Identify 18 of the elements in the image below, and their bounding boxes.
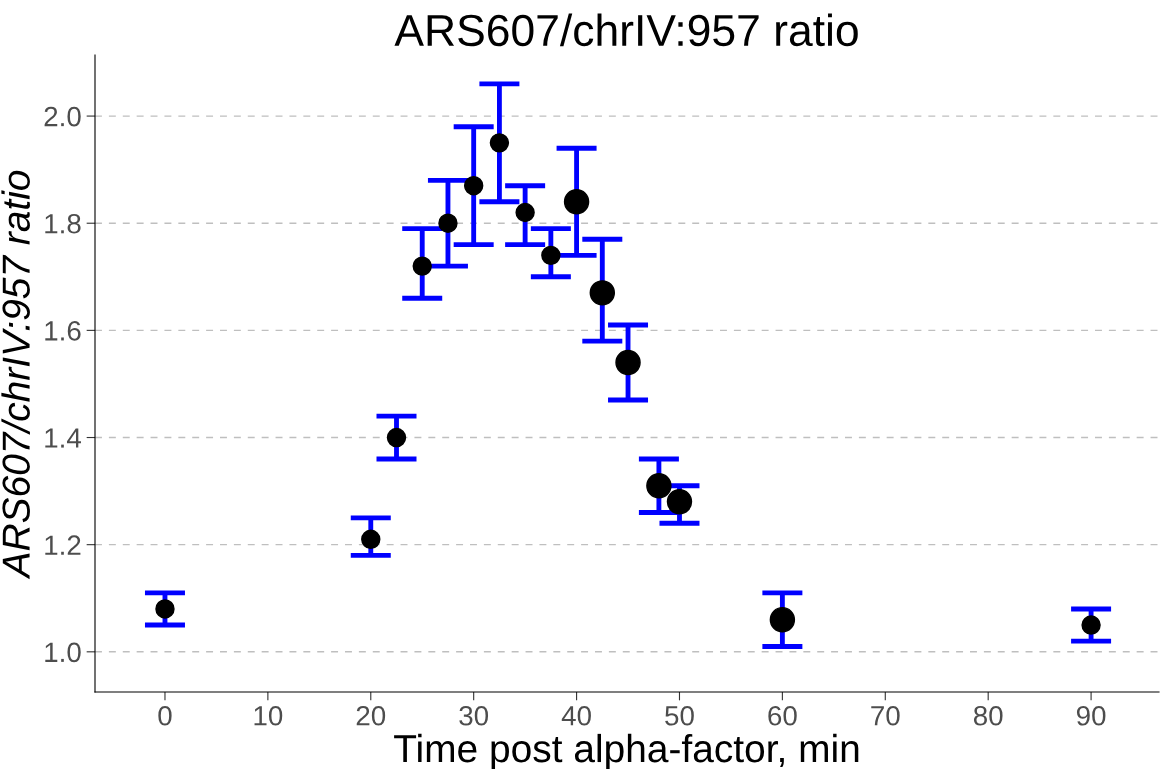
y-axis-title: ARS607/chrIV:957 ratio (1, 170, 30, 580)
y-tick-label: 1.0 (45, 642, 81, 663)
x-tick-label: 80 (973, 705, 1003, 726)
x-tick-label: 60 (768, 705, 797, 726)
y-tick-label: 1.8 (45, 213, 81, 234)
chart-title: ARS607/chrIV:957 ratio (394, 13, 858, 47)
x-tick-label: 30 (459, 705, 489, 726)
x-tick-label: 40 (561, 705, 591, 726)
y-tick-label: 2.0 (44, 106, 81, 127)
x-tick-label: 70 (871, 705, 900, 726)
x-tick-label: 20 (356, 705, 386, 726)
x-tick-label: 90 (1076, 705, 1106, 726)
x-tick-label: 0 (158, 705, 172, 726)
y-tick-label: 1.4 (45, 428, 81, 448)
y-tick-label: 1.2 (45, 535, 81, 555)
x-tick-label: 10 (254, 705, 283, 726)
x-tick-label: 50 (665, 705, 694, 726)
y-tick-label: 1.6 (45, 321, 81, 341)
